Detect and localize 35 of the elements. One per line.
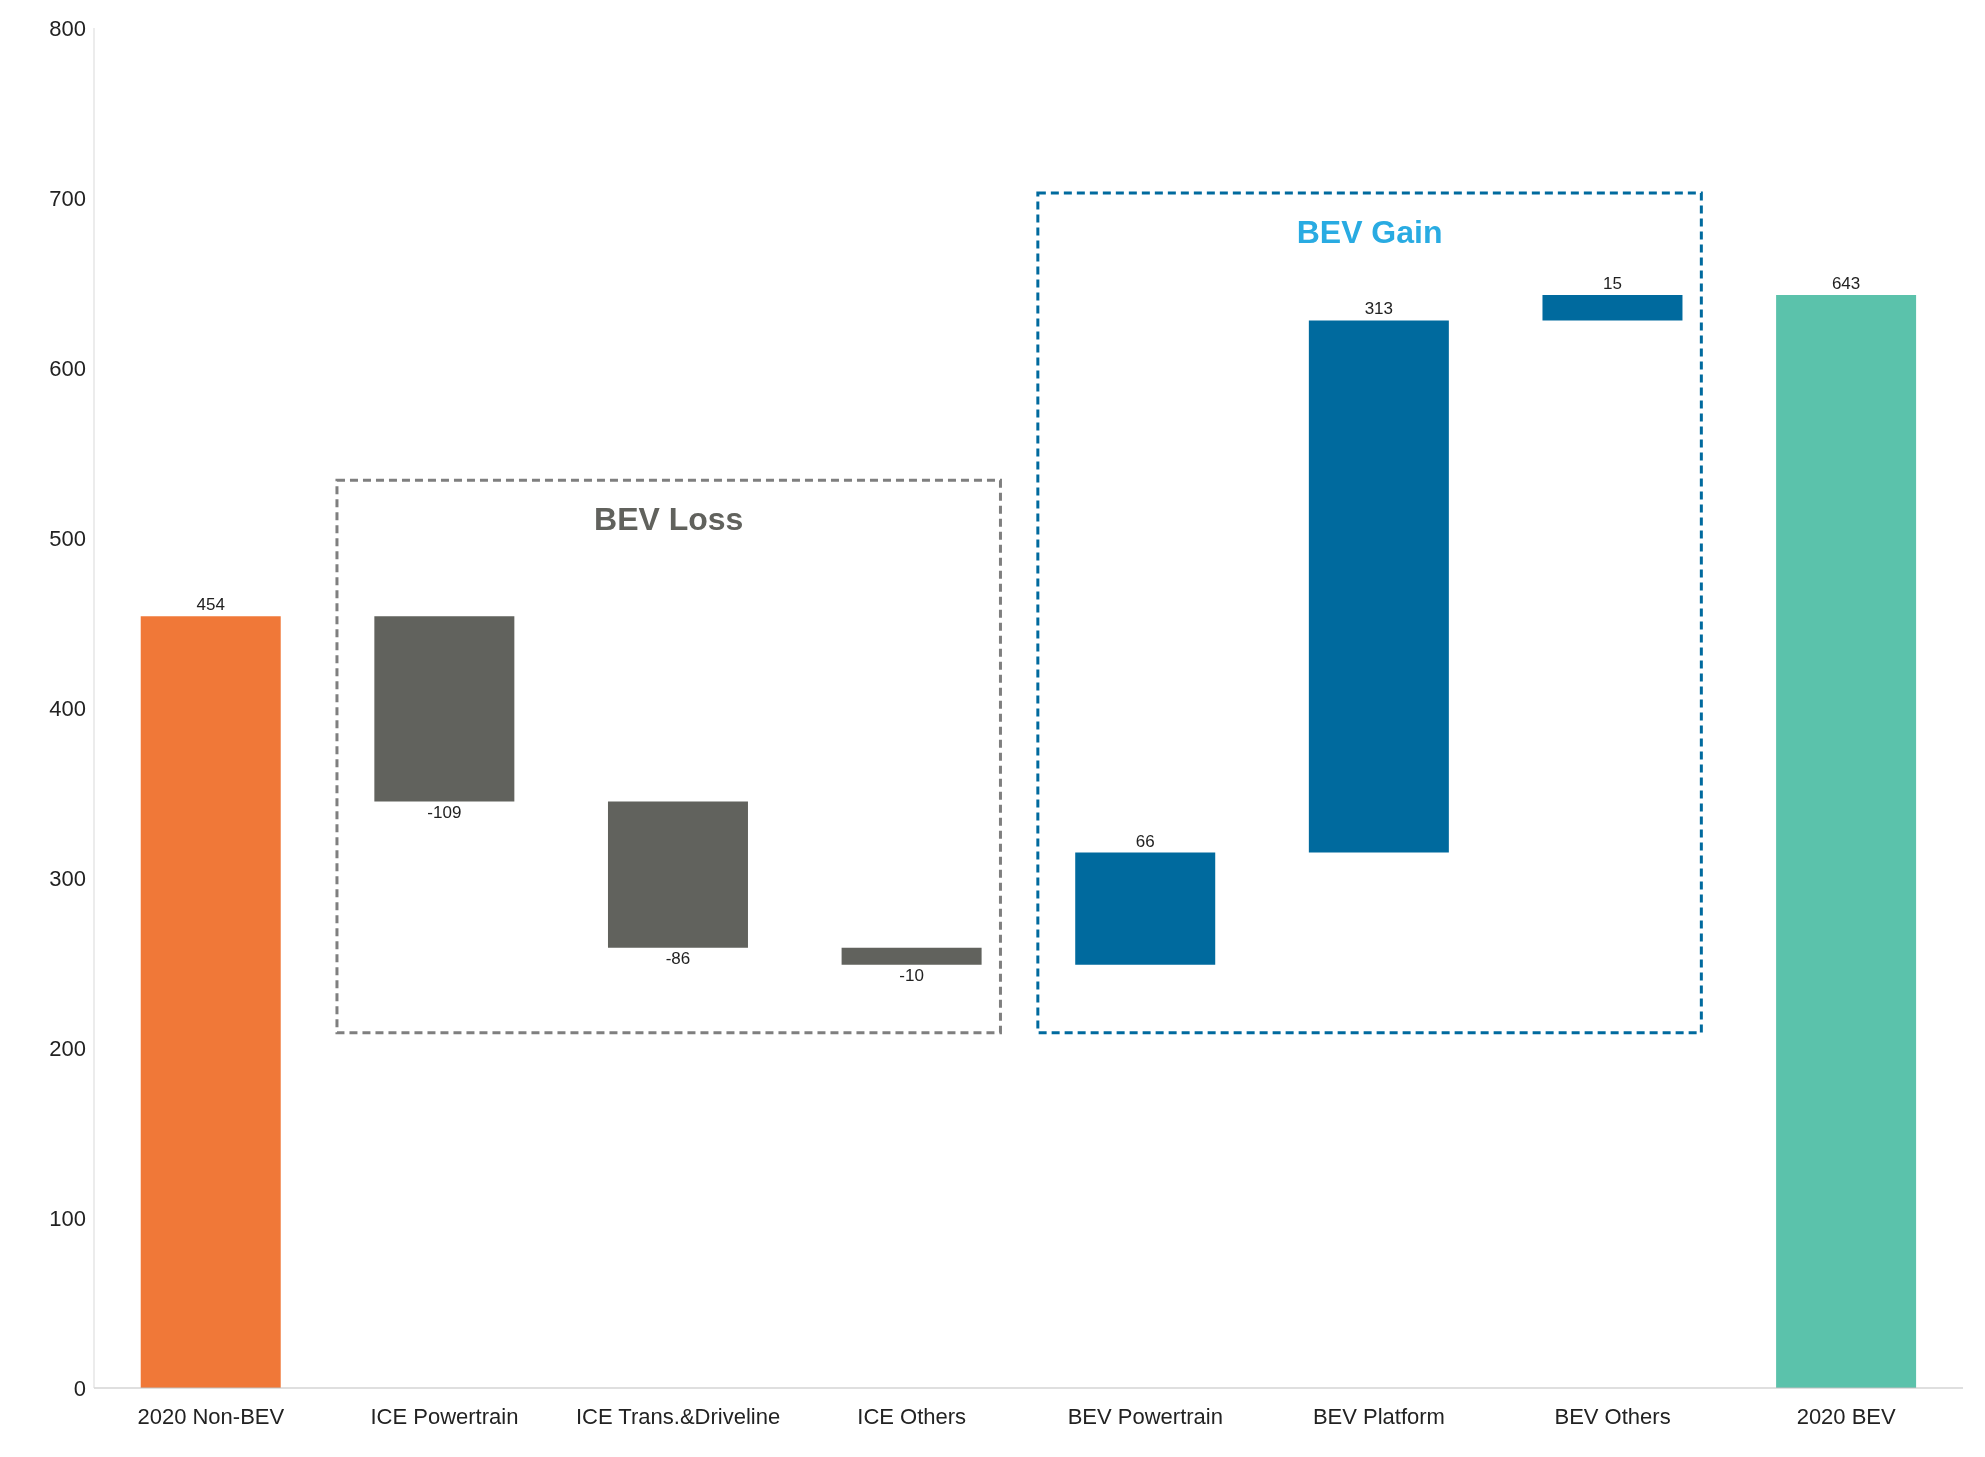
data-label: -109 (427, 802, 462, 822)
bar (1308, 320, 1449, 853)
x-tick-label: 2020 BEV (1796, 1403, 1897, 1429)
y-tick-label: 800 (49, 15, 86, 41)
data-label: 454 (196, 595, 225, 615)
data-label: 66 (1135, 831, 1155, 851)
data-label: -86 (665, 948, 691, 968)
y-tick-label: 300 (49, 865, 86, 891)
x-tick-label: BEV Others (1554, 1403, 1671, 1429)
y-tick-label: 600 (49, 355, 86, 381)
x-tick-label: ICE Others (857, 1403, 967, 1429)
bar (1542, 294, 1683, 321)
bar (1776, 294, 1917, 1388)
y-tick-label: 200 (49, 1035, 86, 1061)
bar (140, 616, 281, 1388)
x-tick-label: ICE Powertrain (370, 1403, 519, 1429)
x-tick-label: 2020 Non-BEV (137, 1403, 285, 1429)
x-tick-label: ICE Trans.&Driveline (575, 1403, 781, 1429)
data-label: 313 (1364, 299, 1394, 319)
annotation: BEV Loss (594, 501, 744, 538)
y-tick-label: 100 (49, 1205, 86, 1231)
y-tick-label: 500 (49, 525, 86, 551)
y-tick-label: 700 (49, 185, 86, 211)
bar (841, 947, 982, 965)
y-tick-label: 0 (73, 1375, 86, 1401)
data-label: 15 (1603, 273, 1622, 293)
data-label: 643 (1831, 273, 1861, 293)
data-label: -10 (899, 965, 924, 985)
x-tick-label: BEV Platform (1312, 1403, 1445, 1429)
annotation: BEV Gain (1296, 213, 1443, 250)
bar (1075, 852, 1216, 965)
y-tick-label: 400 (49, 695, 86, 721)
bar (374, 616, 515, 802)
x-tick-label: BEV Powertrain (1067, 1403, 1223, 1429)
bar (607, 801, 748, 948)
